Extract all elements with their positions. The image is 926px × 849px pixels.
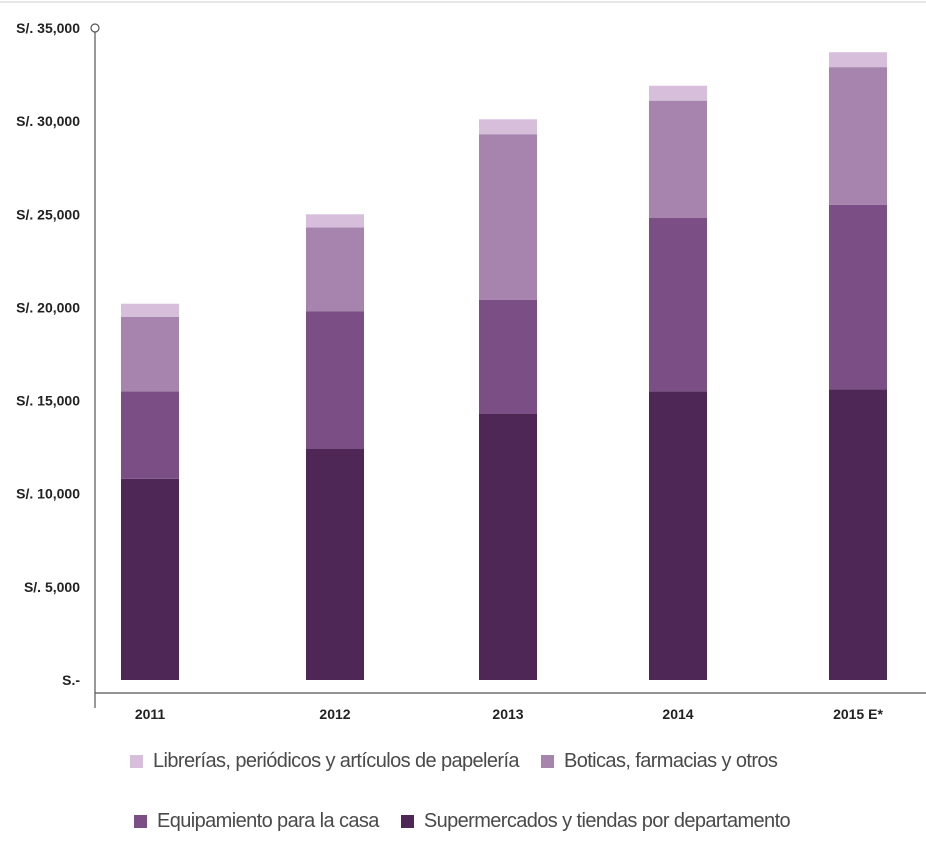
bar-segment [649,100,707,219]
bar-segment [121,391,179,479]
x-category-label: 2013 [492,706,523,722]
bar-segment [121,316,179,392]
y-tick-label: S.- [62,672,80,688]
bar-segment [479,134,537,300]
x-category-label: 2011 [135,706,166,722]
bar-segment [306,227,364,312]
x-category-label: 2014 [662,706,693,722]
legend-row: Equipamiento para la casa Supermercados y… [134,810,812,833]
legend-swatch [130,755,143,768]
legend-label: Supermercados y tiendas por departamento [423,810,791,832]
y-tick-label: S/. 5,000 [24,579,80,595]
bar-segment [306,214,364,228]
legend-item: Librerías, periódicos y artículos de pap… [130,750,520,773]
legend-item: Supermercados y tiendas por departamento [400,810,791,833]
bar-segment [121,303,179,317]
legend-swatch [134,815,147,828]
bar-segment [829,389,887,680]
bar-segment [306,311,364,450]
bar-segment [121,478,179,680]
legend-swatch [400,815,414,828]
x-category-label: 2015 E* [833,706,883,722]
labels-layer: S.- S/. 5,000 S/. 10,000 S/. 15,000 S/. 20,0… [16,20,883,722]
y-axis-end-marker [90,23,100,33]
legend-label: Librerías, periódicos y artículos de pap… [153,750,520,772]
y-tick-label: S/. 20,000 [16,299,80,315]
bar-segment [306,449,364,680]
bars-layer [121,52,887,680]
bar-segment [479,299,537,414]
bar-segment [829,67,887,205]
legend-row: Librerías, periódicos y artículos de pap… [130,750,799,773]
y-tick-label: S/. 10,000 [16,486,80,502]
y-tick-label: S/. 35,000 [16,20,80,36]
legend-swatch [540,755,554,768]
y-tick-label: S/. 15,000 [16,393,80,409]
legend-label: Boticas, farmacias y otros [563,750,778,772]
bar-segment [649,391,707,680]
bar-segment [479,119,537,135]
legend-item: Boticas, farmacias y otros [540,750,778,773]
bar-segment [829,204,887,390]
bar-segment [649,85,707,101]
legend-item: Equipamiento para la casa [134,810,379,833]
legend-label: Equipamiento para la casa [157,810,379,832]
bar-segment [829,52,887,68]
y-tick-label: S/. 25,000 [16,206,80,222]
y-tick-label: S/. 30,000 [16,113,80,129]
x-category-label: 2012 [319,706,350,722]
bar-segment [479,413,537,680]
bar-segment [649,218,707,392]
axes-layer [0,1,926,708]
